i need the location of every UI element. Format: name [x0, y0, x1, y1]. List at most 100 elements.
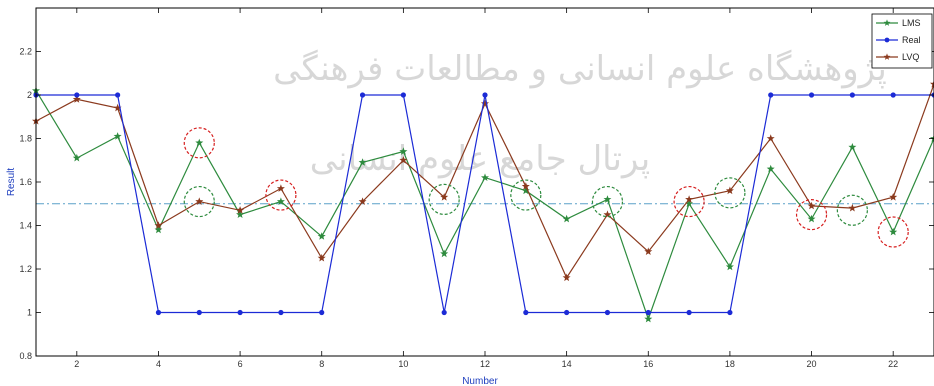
y-tick-label: 1.2 [19, 264, 32, 274]
highlight-circle [714, 177, 746, 209]
point-lms [644, 314, 653, 323]
x-tick-label: 20 [807, 359, 817, 369]
point-lms [399, 147, 408, 155]
point-lms [603, 195, 612, 203]
point-real [359, 92, 366, 98]
y-tick-label: 0.8 [19, 351, 32, 361]
point-real [645, 309, 651, 316]
point-real [482, 92, 488, 98]
point-real [808, 92, 815, 98]
point-real [115, 92, 121, 98]
point-lvq [154, 221, 163, 229]
point-real [400, 92, 406, 98]
point-lvq [317, 253, 326, 262]
x-tick-label: 16 [643, 359, 653, 369]
point-real [155, 309, 162, 316]
highlight-circle [877, 216, 909, 248]
point-lms [236, 210, 245, 218]
x-tick-label: 6 [238, 359, 243, 369]
point-lms [481, 173, 489, 181]
legend-label-lms: LMS [902, 18, 921, 28]
y-tick-label: 2 [27, 90, 32, 100]
x-axis-label: Number [462, 376, 498, 386]
point-lvq [644, 247, 653, 255]
x-tick-label: 10 [398, 359, 408, 369]
point-lvq [481, 99, 489, 108]
point-lms [358, 158, 367, 166]
point-lms [113, 132, 122, 140]
point-lms [685, 199, 694, 208]
point-real [564, 309, 570, 316]
plot-background [36, 8, 934, 356]
highlight-circle [183, 185, 215, 218]
point-lvq [848, 203, 857, 212]
y-tick-label: 2.2 [19, 47, 32, 57]
point-lvq [399, 156, 408, 164]
point-lms [725, 262, 734, 271]
point-lvq [72, 95, 81, 103]
highlight-circle [795, 199, 828, 231]
point-lvq [521, 182, 530, 190]
point-real [523, 309, 529, 316]
point-lms [848, 143, 857, 151]
point-lvq [889, 193, 898, 201]
watermark: پژوهشگاه علوم انسانی و مطالعات فرهنگی پر… [273, 49, 887, 179]
highlight-circle [591, 185, 624, 218]
legend: LMS Real LVQ [871, 13, 933, 69]
point-real [686, 309, 692, 316]
point-lms [440, 249, 449, 258]
point-lvq [358, 197, 367, 205]
point-lms [889, 227, 898, 236]
point-lms [317, 232, 326, 240]
point-lms [521, 186, 530, 195]
watermark-line-2: پرتال جامع علوم انسانی [310, 139, 650, 179]
highlight-circle [265, 179, 297, 211]
watermark-line-1: پژوهشگاه علوم انسانی و مطالعات فرهنگی [273, 49, 887, 89]
point-lvq [113, 103, 122, 112]
x-tick-label: 4 [156, 359, 161, 369]
circle-layer [183, 127, 909, 248]
highlight-circle [183, 127, 215, 159]
point-lms [276, 197, 285, 205]
point-real [768, 92, 774, 98]
x-tick-label: 2 [74, 359, 79, 369]
point-lvq [930, 79, 934, 88]
point-real [604, 309, 611, 316]
legend-marker-lms [883, 19, 891, 26]
point-real [74, 92, 80, 98]
point-lvq [276, 184, 285, 192]
y-tick-label: 1.4 [19, 221, 32, 231]
point-lms [154, 225, 163, 234]
point-real [278, 309, 284, 316]
point-real [727, 309, 733, 316]
point-real [319, 309, 325, 316]
highlight-circle [673, 185, 705, 218]
legend-marker-real [884, 37, 890, 43]
point-lms [807, 214, 816, 223]
point-lms [195, 138, 204, 147]
legend-marker-lvq [883, 53, 891, 60]
point-real [849, 92, 855, 98]
x-tick-label: 12 [480, 359, 490, 369]
x-tick-label: 22 [888, 359, 898, 369]
highlight-circle [510, 179, 542, 211]
legend-label-lvq: LVQ [902, 52, 919, 62]
point-lms [766, 164, 775, 173]
x-tick-label: 18 [725, 359, 735, 369]
x-tick-label: 8 [319, 359, 324, 369]
highlight-circle [428, 183, 460, 215]
point-lvq [440, 193, 449, 201]
series-real [33, 92, 934, 316]
point-lvq [807, 201, 816, 210]
point-lvq [766, 134, 775, 142]
legend-label-real: Real [902, 35, 921, 45]
point-lvq [195, 197, 204, 205]
y-tick-label: 1 [27, 308, 32, 318]
point-real [441, 309, 447, 316]
point-real [237, 309, 243, 316]
highlight-circle [836, 194, 868, 226]
y-tick-label: 1.6 [19, 177, 32, 187]
point-lvq [603, 210, 612, 218]
point-lvq [236, 206, 245, 214]
